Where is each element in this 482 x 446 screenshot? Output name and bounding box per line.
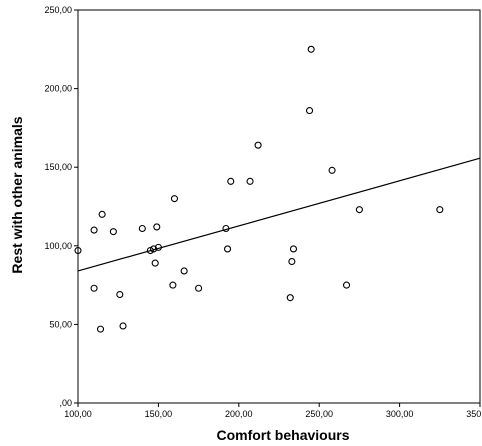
data-point: [138, 224, 146, 233]
x-tick-label: 100,00: [64, 409, 92, 419]
plot-area: [77, 9, 481, 404]
x-axis-title: Comfort behaviours: [216, 427, 349, 443]
data-point: [119, 322, 127, 330]
data-point: [222, 224, 230, 233]
x-tick-label: 150,00: [145, 409, 173, 419]
data-point: [109, 228, 117, 236]
x-tick-label: 200,00: [225, 409, 253, 419]
data-point: [153, 223, 161, 231]
y-tick-label: 250,00: [44, 5, 72, 15]
data-point: [169, 281, 177, 289]
x-axis-ticks: 100,00 150,00 200,00 250,00 300,00 350,00: [64, 403, 482, 419]
data-point: [355, 206, 363, 214]
data-point: [170, 195, 179, 203]
data-point: [246, 177, 254, 185]
x-tick-label: 250,00: [305, 409, 333, 419]
data-point: [195, 284, 203, 292]
data-point: [116, 290, 124, 299]
y-tick-label: ,00: [59, 398, 72, 408]
data-point: [306, 107, 314, 115]
x-tick-label: 300,00: [386, 409, 414, 419]
data-point: [342, 281, 351, 289]
data-points: [74, 45, 444, 333]
data-point: [74, 246, 82, 255]
fit-line: [77, 157, 481, 272]
data-point: [98, 210, 106, 218]
y-tick-label: 100,00: [44, 241, 72, 251]
data-point: [151, 259, 159, 267]
data-point: [96, 325, 105, 333]
data-point: [90, 226, 98, 234]
data-point: [223, 245, 232, 253]
data-point: [180, 267, 188, 275]
fit-line-group: [77, 157, 481, 272]
data-point: [254, 141, 262, 149]
data-point: [286, 294, 294, 302]
x-tick-label: 350,00: [466, 409, 482, 419]
data-point: [154, 243, 162, 251]
y-tick-label: 200,00: [44, 84, 72, 94]
y-tick-label: 150,00: [44, 162, 72, 172]
data-point: [328, 166, 336, 174]
data-point: [90, 284, 98, 292]
data-point: [436, 206, 444, 214]
y-axis-title: Rest with other animals: [9, 116, 25, 273]
y-axis-ticks: ,00 50,00 100,00 150,00 200,00 250,00: [44, 5, 78, 408]
data-point: [288, 257, 296, 266]
data-point: [150, 245, 158, 253]
data-point: [307, 45, 315, 53]
data-point: [227, 177, 235, 185]
y-tick-label: 50,00: [49, 319, 72, 329]
data-point: [289, 245, 298, 253]
